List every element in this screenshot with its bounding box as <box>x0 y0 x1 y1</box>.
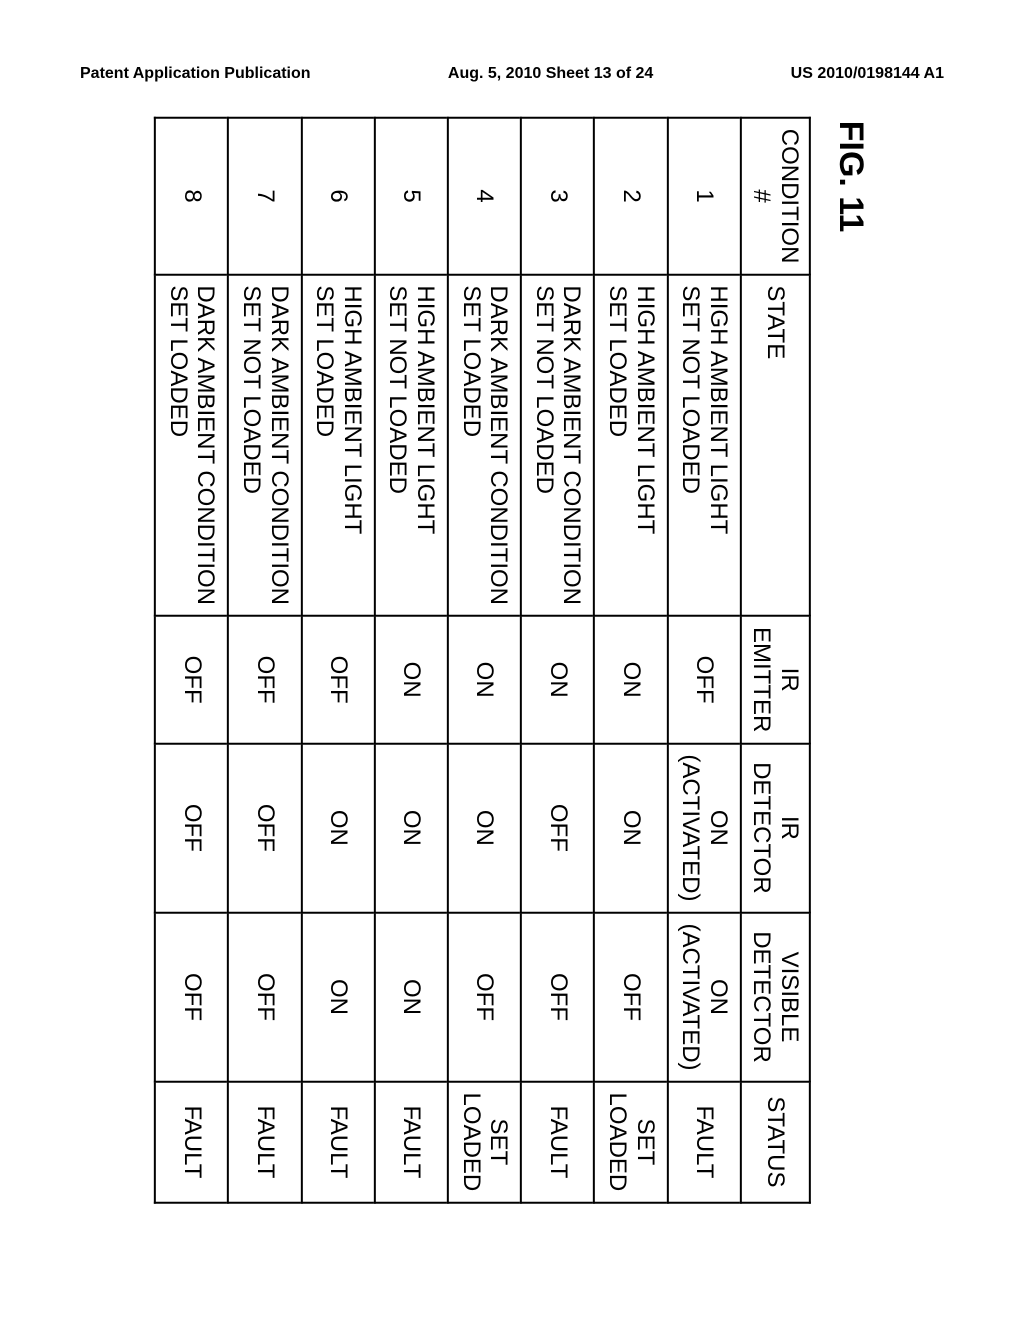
cell-emitter: OFF <box>302 616 375 743</box>
cell-status: FAULT <box>228 1082 301 1203</box>
header-emitter: IR EMITTER <box>741 616 810 743</box>
table-row: 6HIGH AMBIENT LIGHTSET LOADEDOFFONONFAUL… <box>302 118 375 1203</box>
cell-status: FAULT <box>155 1082 228 1203</box>
cell-state: HIGH AMBIENT LIGHTSET LOADED <box>302 274 375 616</box>
cell-visible-detector: OFF <box>521 912 594 1081</box>
cell-condition: 4 <box>448 118 521 275</box>
cell-emitter: OFF <box>667 616 740 743</box>
cell-state: HIGH AMBIENT LIGHTSET NOT LOADED <box>375 274 448 616</box>
cell-state: DARK AMBIENT CONDITIONSET NOT LOADED <box>228 274 301 616</box>
table-row: 8DARK AMBIENT CONDITIONSET LOADEDOFFOFFO… <box>155 118 228 1203</box>
header-center: Aug. 5, 2010 Sheet 13 of 24 <box>448 65 653 83</box>
rotated-content: FIG. 11 CONDITION # STATE IR EMITTER IR … <box>154 117 870 1204</box>
cell-visible-detector: OFF <box>448 912 521 1081</box>
table-header-row: CONDITION # STATE IR EMITTER IR DETECTOR… <box>741 118 810 1203</box>
table-row: 7DARK AMBIENT CONDITIONSET NOT LOADEDOFF… <box>228 118 301 1203</box>
table-row: 3DARK AMBIENT CONDITIONSET NOT LOADEDONO… <box>521 118 594 1203</box>
table-row: 2HIGH AMBIENT LIGHTSET LOADEDONONOFFSETL… <box>594 118 667 1203</box>
cell-status: FAULT <box>667 1082 740 1203</box>
header-condition: CONDITION # <box>741 118 810 275</box>
cell-ir-detector: ON <box>375 743 448 912</box>
cell-status: SETLOADED <box>448 1082 521 1203</box>
cell-condition: 1 <box>667 118 740 275</box>
cell-condition: 2 <box>594 118 667 275</box>
cell-ir-detector: ON(ACTIVATED) <box>667 743 740 912</box>
cell-emitter: ON <box>521 616 594 743</box>
table-row: 5HIGH AMBIENT LIGHTSET NOT LOADEDONONONF… <box>375 118 448 1203</box>
cell-ir-detector: ON <box>448 743 521 912</box>
cell-condition: 3 <box>521 118 594 275</box>
cell-state: DARK AMBIENT CONDITIONSET NOT LOADED <box>521 274 594 616</box>
cell-condition: 7 <box>228 118 301 275</box>
cell-state: HIGH AMBIENT LIGHTSET NOT LOADED <box>667 274 740 616</box>
cell-visible-detector: OFF <box>155 912 228 1081</box>
cell-condition: 6 <box>302 118 375 275</box>
cell-ir-detector: ON <box>594 743 667 912</box>
cell-ir-detector: OFF <box>155 743 228 912</box>
header-right: US 2010/0198144 A1 <box>791 65 944 83</box>
cell-visible-detector: ON <box>302 912 375 1081</box>
cell-emitter: OFF <box>228 616 301 743</box>
cell-emitter: ON <box>594 616 667 743</box>
cell-visible-detector: ON <box>375 912 448 1081</box>
cell-visible-detector: OFF <box>228 912 301 1081</box>
conditions-table: CONDITION # STATE IR EMITTER IR DETECTOR… <box>154 117 811 1204</box>
table-row: 1HIGH AMBIENT LIGHTSET NOT LOADEDOFFON(A… <box>667 118 740 1203</box>
cell-visible-detector: ON(ACTIVATED) <box>667 912 740 1081</box>
header-ir-detector: IR DETECTOR <box>741 743 810 912</box>
page-header: Patent Application Publication Aug. 5, 2… <box>0 65 1024 83</box>
cell-emitter: ON <box>375 616 448 743</box>
cell-visible-detector: OFF <box>594 912 667 1081</box>
cell-status: FAULT <box>375 1082 448 1203</box>
cell-ir-detector: OFF <box>521 743 594 912</box>
cell-emitter: OFF <box>155 616 228 743</box>
cell-emitter: ON <box>448 616 521 743</box>
cell-ir-detector: ON <box>302 743 375 912</box>
header-status: STATUS <box>741 1082 810 1203</box>
cell-ir-detector: OFF <box>228 743 301 912</box>
table-row: 4DARK AMBIENT CONDITIONSET LOADEDONONOFF… <box>448 118 521 1203</box>
figure-label: FIG. 11 <box>831 117 870 1204</box>
cell-state: DARK AMBIENT CONDITIONSET LOADED <box>155 274 228 616</box>
header-state: STATE <box>741 274 810 616</box>
cell-condition: 8 <box>155 118 228 275</box>
cell-status: FAULT <box>521 1082 594 1203</box>
cell-state: HIGH AMBIENT LIGHTSET LOADED <box>594 274 667 616</box>
header-left: Patent Application Publication <box>80 65 311 83</box>
cell-status: SETLOADED <box>594 1082 667 1203</box>
header-visible-detector: VISIBLE DETECTOR <box>741 912 810 1081</box>
cell-status: FAULT <box>302 1082 375 1203</box>
cell-state: DARK AMBIENT CONDITIONSET LOADED <box>448 274 521 616</box>
cell-condition: 5 <box>375 118 448 275</box>
